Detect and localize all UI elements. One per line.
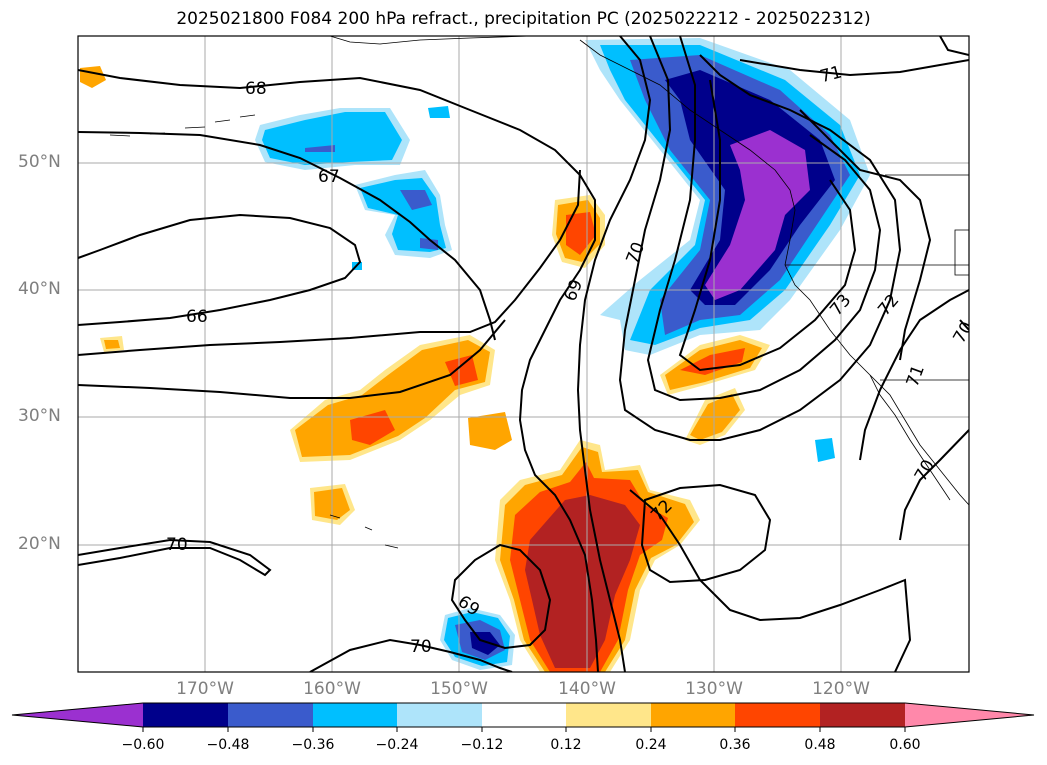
map-title: 2025021800 F084 200 hPa refract., precip… <box>176 9 871 29</box>
contour-label: 73 <box>826 291 855 320</box>
lon-label: 140°W <box>558 679 616 699</box>
precip-shading <box>80 38 870 672</box>
contour-label: 66 <box>186 307 208 327</box>
contour-label: 70 <box>911 456 939 485</box>
colorbar-segment <box>313 703 397 727</box>
colorbar-segment <box>735 703 820 727</box>
lon-label: 120°W <box>812 679 870 699</box>
colorbar-segment <box>397 703 482 727</box>
contour-label: 70 <box>166 535 188 555</box>
colorbar-tick-label: −0.60 <box>121 737 165 753</box>
lat-label: 40°N <box>18 279 61 299</box>
colorbar-segment <box>12 703 143 727</box>
colorbar-tick-label: 0.60 <box>889 737 921 753</box>
colorbar-tick-label: −0.48 <box>206 737 250 753</box>
colorbar-segment <box>143 703 228 727</box>
colorbar-segment <box>566 703 651 727</box>
colorbar-tick-label: −0.12 <box>460 737 504 753</box>
colorbar-tick-label: 0.36 <box>719 737 751 753</box>
contour-label: 71 <box>903 362 929 389</box>
lon-label: 150°W <box>430 679 488 699</box>
contour-label: 67 <box>318 167 340 187</box>
contour-label: 71 <box>818 62 844 87</box>
colorbar-segment <box>905 703 1034 727</box>
colorbar-tick-label: 0.12 <box>550 737 582 753</box>
lon-label: 130°W <box>685 679 743 699</box>
colorbar-segment <box>482 703 566 727</box>
colorbar-tick-label: −0.36 <box>291 737 335 753</box>
contour-label: 72 <box>874 291 903 320</box>
colorbar-tick-label: −0.24 <box>375 737 419 753</box>
contour-label: 68 <box>245 79 267 99</box>
lat-label: 50°N <box>18 152 61 172</box>
plot-frame <box>77 35 970 673</box>
contour-label: 70 <box>623 239 650 267</box>
colorbar-tick-label: 0.24 <box>635 737 667 753</box>
colorbar-segment <box>820 703 905 727</box>
lon-label: 160°W <box>303 679 361 699</box>
lat-label: 30°N <box>18 406 61 426</box>
refractivity-contours <box>78 36 969 672</box>
lat-label: 20°N <box>18 534 61 554</box>
colorbar <box>11 702 1035 732</box>
colorbar-segment <box>651 703 735 727</box>
colorbar-segment <box>228 703 313 727</box>
contour-label: 70 <box>410 637 432 657</box>
colorbar-tick-label: 0.48 <box>804 737 836 753</box>
lon-label: 170°W <box>176 679 234 699</box>
contour-label: 70 <box>950 318 978 347</box>
contour-label: 69 <box>561 277 588 305</box>
